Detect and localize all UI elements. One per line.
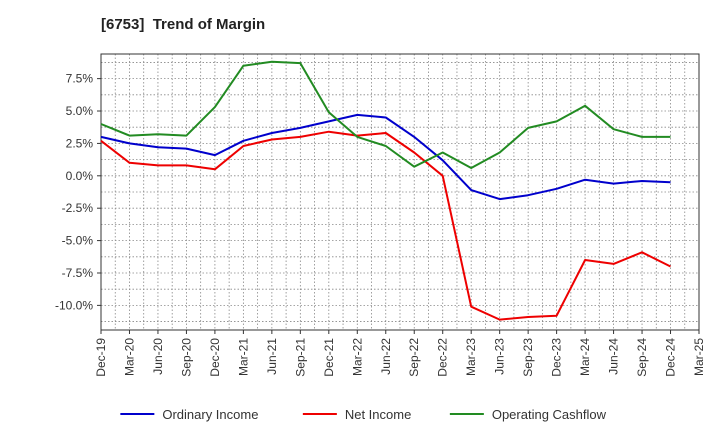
x-tick-label: Sep-22 [407,338,421,377]
plot-frame [100,53,700,331]
x-tick-label: Mar-24 [578,338,592,376]
y-tick-label: 7.5% [66,72,94,86]
y-tick-label: 2.5% [66,136,94,150]
x-tick-label: Dec-21 [322,338,336,377]
x-tick-label: Dec-22 [436,338,450,377]
x-tick-label: Mar-25 [692,338,706,376]
x-tick-label: Sep-20 [179,338,193,377]
x-tick-label: Dec-20 [208,338,222,377]
y-tick-label: 0.0% [66,169,94,183]
chart-title: [6753] Trend of Margin [101,16,266,33]
x-tick-label: Jun-20 [151,338,165,375]
legend-label-ordinary-income: Ordinary Income [162,407,258,422]
x-tick-label: Dec-23 [550,338,564,377]
x-tick-label: Jun-23 [493,338,507,375]
y-tick-label: -10.0% [55,298,93,312]
x-tick-label: Mar-22 [350,338,364,376]
x-tick-label: Dec-24 [664,338,678,377]
x-tick-label: Sep-21 [293,338,307,377]
y-tick-label: -2.5% [62,201,94,215]
x-tick-label: Mar-20 [122,338,136,376]
series-line-ordinary-income [100,113,671,201]
x-tick-label: Jun-22 [379,338,393,375]
legend-label-operating-cashflow: Operating Cashflow [492,407,607,422]
x-tick-label: Mar-21 [236,338,250,376]
x-tick-label: Sep-23 [521,338,535,377]
x-tick-label: Jun-24 [607,338,621,375]
y-tick-label: 5.0% [66,104,94,118]
x-tick-label: Dec-19 [94,338,108,377]
legend-label-net-income: Net Income [345,407,411,422]
x-tick-label: Sep-24 [635,338,649,377]
y-tick-label: -7.5% [62,266,94,280]
series-line-operating-cashflow [100,60,671,169]
x-tick-label: Jun-21 [265,338,279,375]
series-line-net-income [100,130,671,321]
y-tick-label: -5.0% [62,234,94,248]
x-tick-label: Mar-23 [464,338,478,376]
